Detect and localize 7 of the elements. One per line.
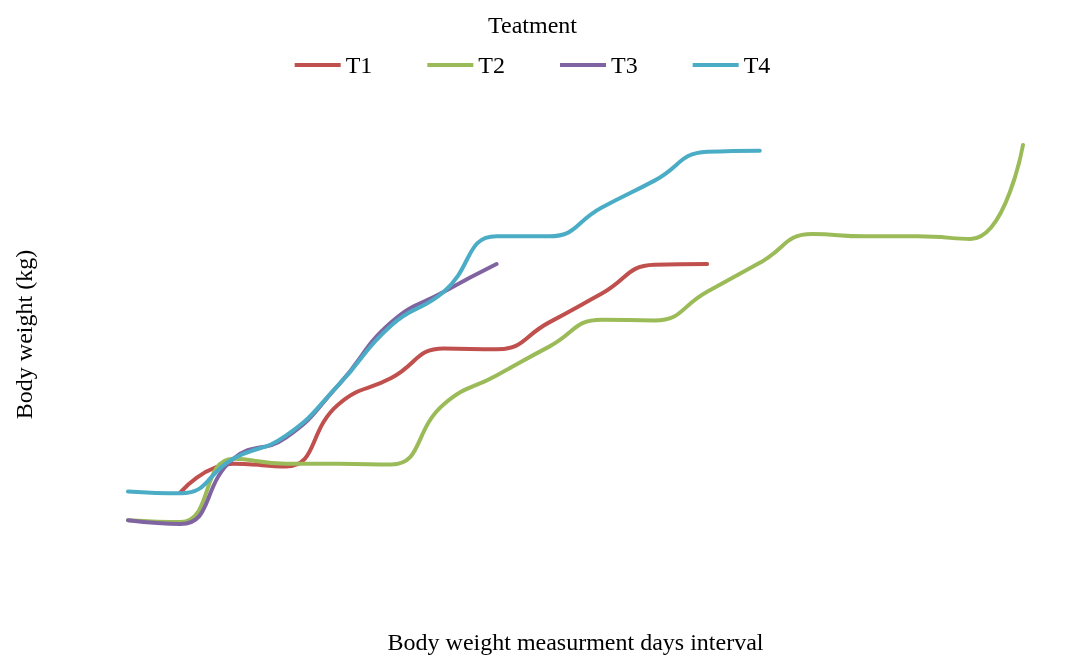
legend-label: T4 xyxy=(743,52,771,78)
y-axis-title: Body weight (kg) xyxy=(11,249,37,420)
legend-label: T3 xyxy=(611,52,638,78)
x-axis-title: Body weight measurment days interval xyxy=(387,629,764,655)
legend-label: T1 xyxy=(345,52,373,78)
legend-label: T2 xyxy=(478,52,506,78)
legend-title: Teatment xyxy=(488,12,578,38)
